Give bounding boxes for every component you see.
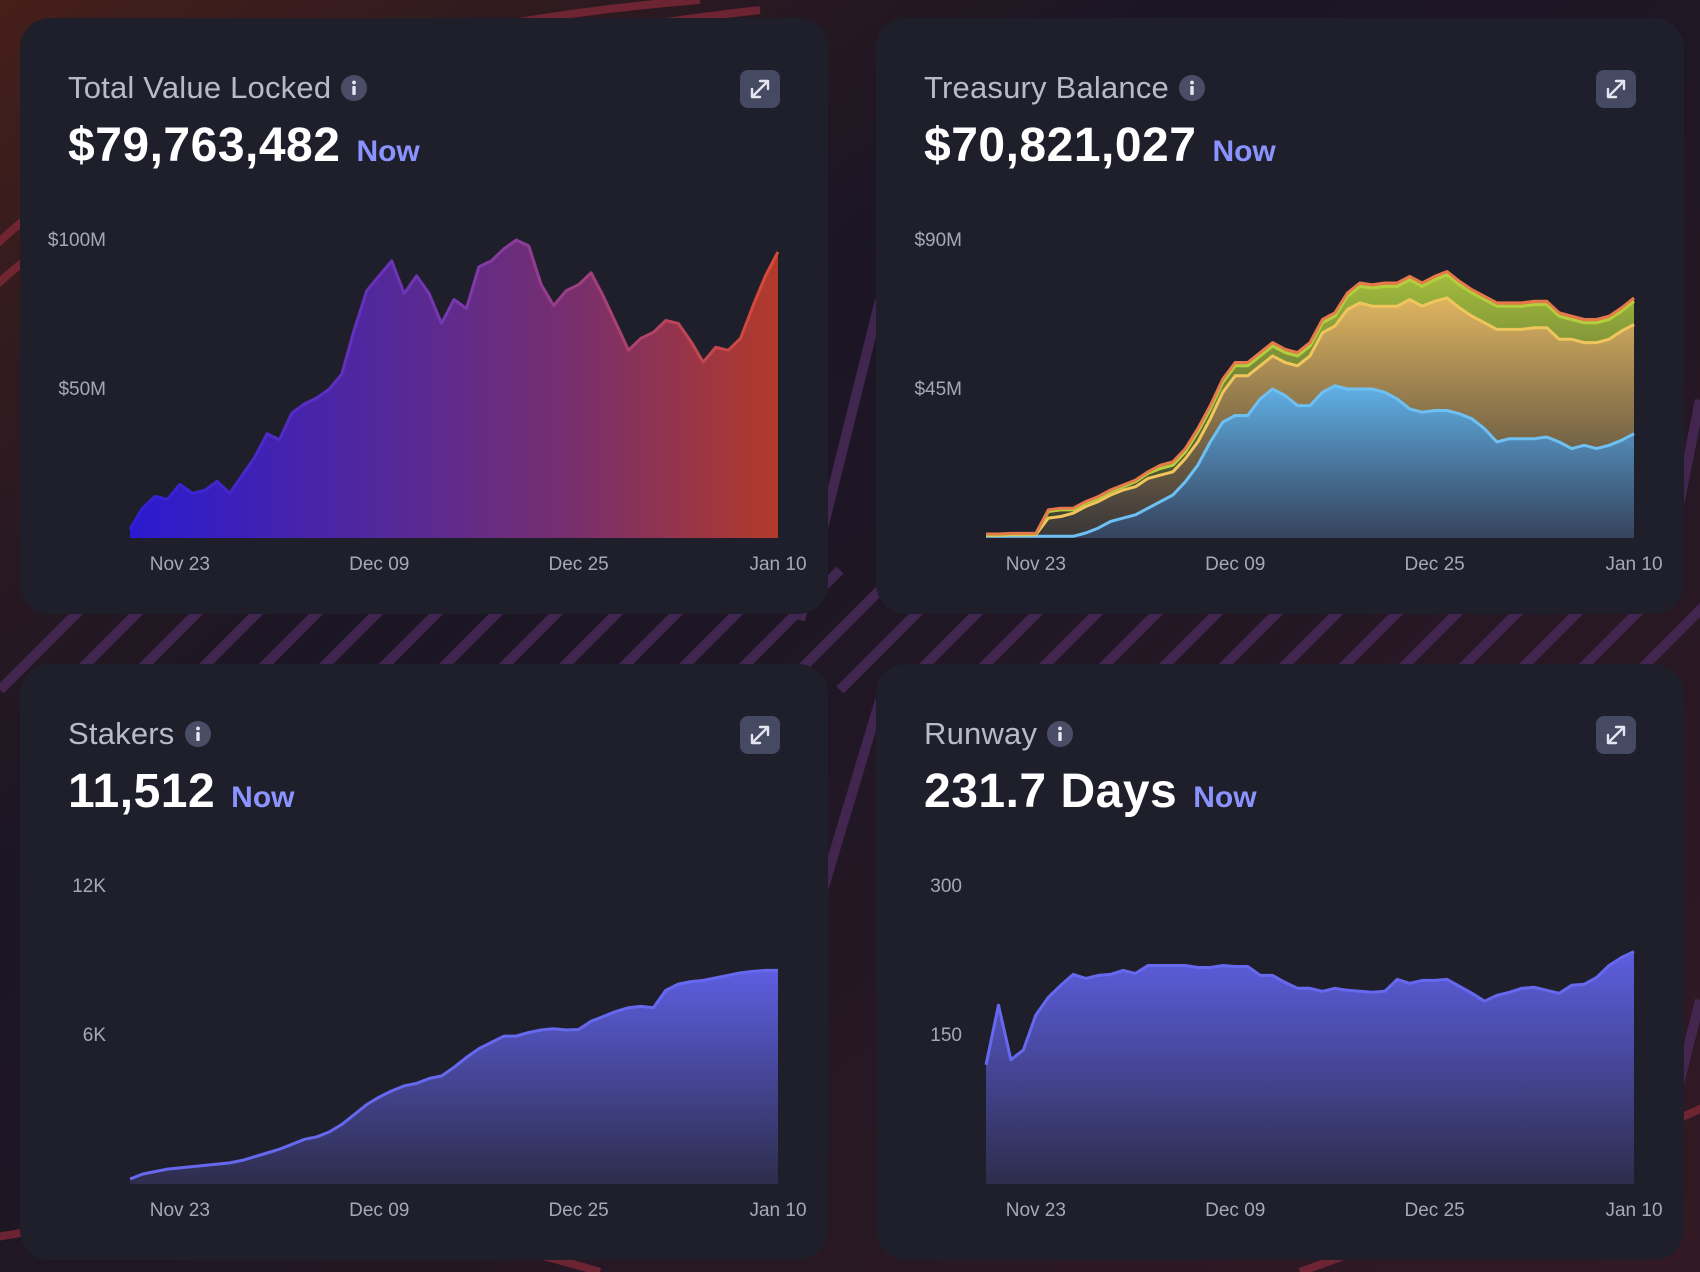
now-label: Now [1212,135,1276,168]
x-tick-label: Dec 25 [549,554,609,575]
expand-button[interactable] [1596,716,1636,754]
x-tick-label: Nov 23 [150,554,210,575]
treasury-layer-line [986,384,1635,538]
x-tick-label: Dec 09 [1205,1200,1265,1221]
treasury-layer-area [986,385,1634,538]
expand-icon [1606,79,1626,99]
now-label: Now [356,135,420,168]
y-tick-label: $100M [48,230,106,251]
treasury-layer-line [986,296,1635,537]
y-tick-label: $50M [58,379,106,400]
series-area [130,970,778,1184]
treasury-layer-line [986,270,1635,536]
stakers-card: 12K 6K Nov 23 Dec 09 Dec 25 Jan 10 Stakers 11… [20,664,828,1260]
tvl-value: $79,763,482 [68,119,341,172]
series-line [984,950,1635,1066]
x-tick-label: Nov 23 [150,1200,210,1221]
treasury-title: Treasury Balance [924,70,1169,105]
x-tick-label: Jan 10 [1605,554,1662,575]
stakers-value: 11,512 [68,765,216,818]
treasury-card: $90M $45M Nov 23 Dec 09 Dec 25 Jan 10 Treasur… [876,18,1684,614]
y-tick-label: 300 [930,876,962,897]
now-label: Now [1193,781,1257,814]
y-tick-label: 6K [83,1025,107,1046]
treasury-chart: $90M $45M Nov 23 Dec 09 Dec 25 Jan 10 [914,230,1662,575]
x-tick-label: Dec 09 [349,554,409,575]
x-tick-label: Dec 09 [349,1200,409,1221]
expand-icon [1606,725,1626,745]
treasury-layer-line [986,273,1635,537]
info-icon[interactable] [1179,75,1205,101]
x-tick-label: Dec 25 [549,1200,609,1221]
stakers-title: Stakers [68,716,175,751]
y-tick-label: $90M [914,230,962,251]
x-tick-label: Nov 23 [1006,554,1066,575]
info-icon[interactable] [1047,721,1074,747]
x-tick-label: Jan 10 [749,1200,806,1221]
info-icon[interactable] [341,75,368,101]
runway-chart: 300 150 Nov 23 Dec 09 Dec 25 Jan 10 [930,876,1662,1221]
tvl-title: Total Value Locked [68,70,332,105]
y-tick-label: 12K [72,876,106,897]
x-tick-label: Jan 10 [749,554,806,575]
series-area [986,951,1634,1184]
series-line [129,968,778,1181]
stakers-chart: 12K 6K Nov 23 Dec 09 Dec 25 Jan 10 [72,876,806,1221]
expand-icon [750,725,770,745]
runway-title: Runway [924,716,1038,751]
tvl-chart: $100M $50M Nov 23 Dec 09 Dec 25 Jan 10 [48,230,807,575]
expand-icon [750,79,770,99]
expand-button[interactable] [740,716,780,754]
tvl-card: $100M $50M Nov 23 Dec 09 Dec 25 Jan 10 Total … [20,18,828,614]
runway-card: 300 150 Nov 23 Dec 09 Dec 25 Jan 10 Runway 23… [876,664,1684,1260]
x-tick-label: Jan 10 [1605,1200,1662,1221]
runway-value: 231.7 Days [924,765,1178,818]
tvl-area [130,240,778,538]
expand-button[interactable] [740,70,780,108]
treasury-layer-area [986,297,1634,537]
y-tick-label: 150 [930,1025,962,1046]
x-tick-label: Nov 23 [1006,1200,1066,1221]
x-tick-label: Dec 25 [1405,554,1465,575]
tvl-line [128,238,780,530]
y-tick-label: $45M [914,379,962,400]
info-icon[interactable] [184,721,211,747]
now-label: Now [231,781,295,814]
treasury-value: $70,821,027 [924,119,1197,172]
x-tick-label: Dec 09 [1205,554,1265,575]
expand-button[interactable] [1596,70,1636,108]
x-tick-label: Dec 25 [1405,1200,1465,1221]
